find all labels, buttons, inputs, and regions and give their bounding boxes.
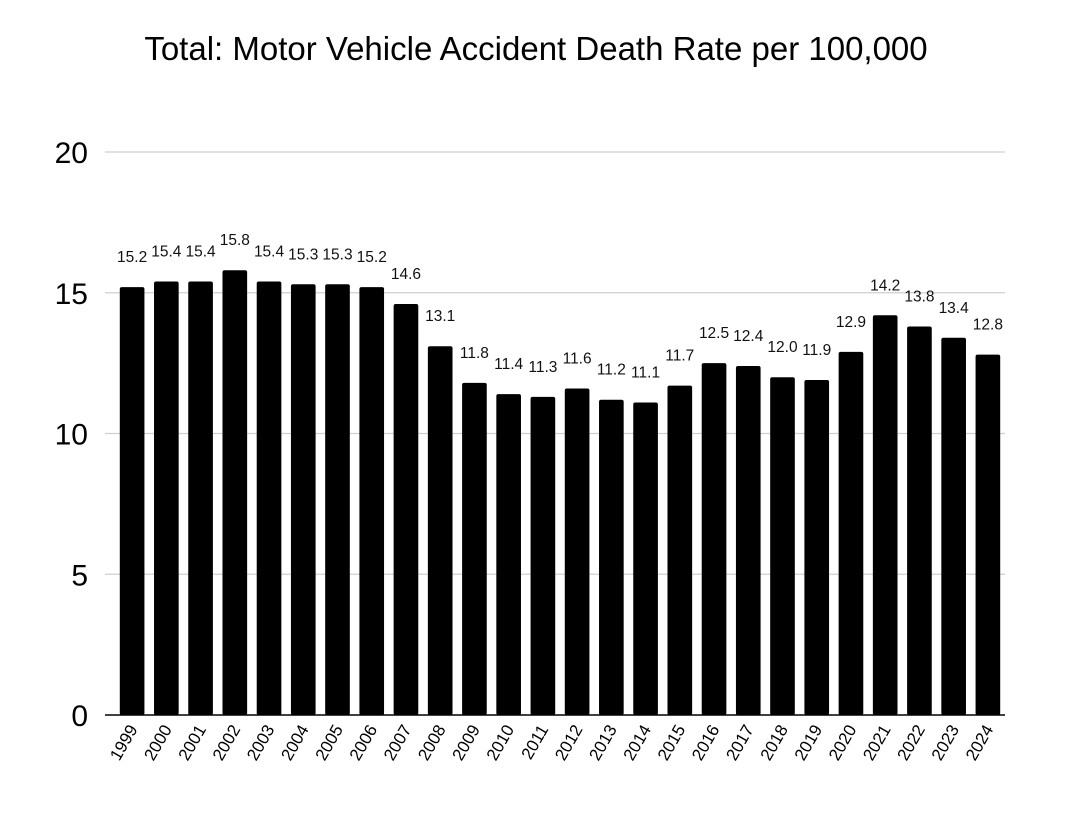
- data-label: 13.8: [904, 289, 934, 306]
- bar: [667, 385, 693, 715]
- bar: [359, 287, 385, 715]
- x-tick-label: 2016: [688, 722, 723, 764]
- x-tick-label: 2015: [654, 722, 689, 764]
- data-label: 13.1: [425, 308, 455, 325]
- x-tick-label: 2023: [928, 722, 963, 764]
- bar: [804, 380, 830, 715]
- data-label: 15.2: [117, 249, 147, 266]
- data-label: 12.0: [767, 339, 798, 356]
- bar: [735, 365, 761, 715]
- bar: [975, 354, 1001, 715]
- x-tick-label: 2001: [175, 722, 210, 764]
- bar: [222, 270, 248, 715]
- x-tick-label: 2002: [209, 722, 244, 764]
- y-tick-label: 20: [55, 137, 88, 170]
- data-label: 12.5: [699, 325, 729, 342]
- x-tick-label: 2010: [483, 722, 518, 764]
- data-label: 15.4: [254, 243, 285, 260]
- x-tick-label: 2005: [312, 722, 347, 764]
- data-label: 13.4: [939, 300, 970, 317]
- x-tick-label: 2020: [825, 722, 860, 764]
- y-tick-label: 15: [55, 278, 88, 311]
- data-label: 14.6: [391, 266, 421, 283]
- bar: [633, 402, 658, 715]
- x-tick-label: 2004: [277, 722, 312, 764]
- x-tick-label: 2017: [722, 722, 757, 764]
- y-tick-label: 0: [71, 700, 88, 733]
- bar: [701, 363, 727, 715]
- bar: [290, 284, 316, 715]
- x-tick-label: 2018: [757, 722, 792, 764]
- bar: [119, 287, 145, 715]
- chart-title: Total: Motor Vehicle Accident Death Rate…: [144, 30, 928, 67]
- x-tick-label: 2013: [585, 722, 620, 764]
- bars: [119, 270, 1001, 715]
- data-label: 12.9: [836, 314, 866, 331]
- x-tick-label: 2014: [620, 722, 655, 764]
- x-axis-ticks: 1999200020012002200320042005200620072008…: [106, 722, 997, 764]
- bar: [564, 388, 590, 715]
- data-label: 11.7: [665, 348, 694, 365]
- bar: [599, 399, 624, 715]
- x-tick-label: 2007: [380, 722, 415, 764]
- data-label: 11.1: [631, 365, 660, 382]
- x-tick-label: 2024: [962, 722, 997, 764]
- data-label: 15.8: [220, 232, 250, 249]
- bar: [907, 326, 932, 715]
- bar: [427, 346, 453, 715]
- data-label: 15.4: [151, 243, 182, 260]
- x-tick-label: 2006: [346, 722, 381, 764]
- bar: [530, 396, 556, 715]
- bar: [838, 351, 864, 715]
- bar: [154, 281, 179, 715]
- data-label: 15.4: [185, 243, 216, 260]
- bar: [325, 284, 350, 715]
- bar: [462, 382, 487, 715]
- data-label: 11.9: [802, 342, 831, 359]
- bar: [256, 281, 282, 715]
- x-tick-label: 2012: [551, 722, 586, 764]
- data-labels: 15.2 15.4 15.415.815.4 15.3 15.3 15.214.613.1…: [117, 232, 1003, 381]
- x-tick-label: 2021: [859, 722, 894, 764]
- x-tick-label: 2003: [243, 722, 278, 764]
- x-tick-label: 1999: [106, 722, 141, 764]
- bar: [188, 281, 213, 715]
- data-label: 11.8: [460, 345, 489, 362]
- data-label: 15.3: [322, 246, 352, 263]
- bar: [872, 315, 898, 715]
- bar: [941, 337, 966, 715]
- x-tick-label: 2019: [791, 722, 826, 764]
- y-tick-label: 5: [71, 559, 88, 592]
- bar: [770, 377, 795, 715]
- data-label: 11.4: [494, 356, 523, 373]
- data-label: 15.2: [357, 249, 387, 266]
- bar: [496, 394, 521, 715]
- y-tick-label: 10: [55, 419, 88, 452]
- x-tick-label: 2022: [894, 722, 929, 764]
- data-label: 15.3: [288, 246, 318, 263]
- x-tick-label: 2008: [414, 722, 449, 764]
- data-label: 11.3: [528, 359, 557, 376]
- x-tick-label: 2011: [518, 722, 553, 763]
- data-label: 11.2: [597, 362, 626, 379]
- x-tick-label: 2000: [140, 722, 175, 764]
- x-tick-label: 2009: [449, 722, 484, 764]
- data-label: 14.2: [870, 277, 900, 294]
- bar: [393, 304, 419, 715]
- y-axis-ticks: 0 5 10 15 20: [55, 137, 88, 733]
- data-label: 12.8: [973, 317, 1003, 334]
- data-label: 11.6: [563, 350, 592, 367]
- data-label: 12.4: [733, 328, 764, 345]
